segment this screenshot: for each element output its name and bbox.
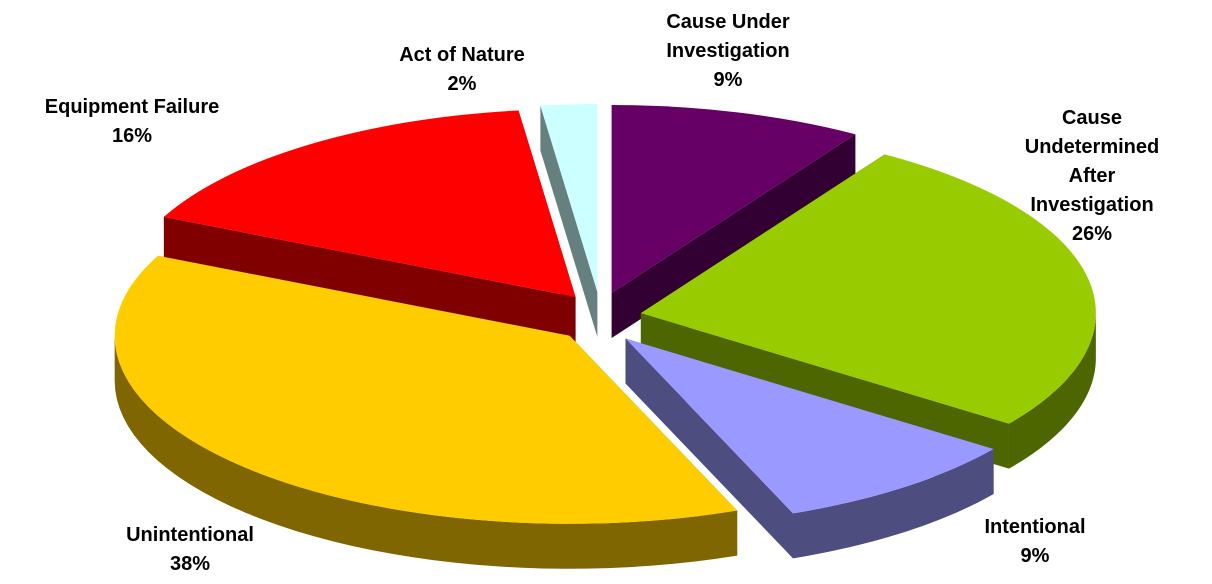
- slice: [114, 255, 738, 569]
- slice-side: [625, 338, 793, 559]
- value-label: 38%: [169, 553, 211, 575]
- slice: [540, 104, 598, 338]
- slice-top: [540, 104, 598, 293]
- slice: [625, 338, 994, 559]
- slice-side: [1008, 313, 1096, 469]
- slice-side: [792, 449, 994, 559]
- slice-label: Unintentional 38%: [126, 521, 254, 579]
- value-label: 16%: [111, 125, 153, 147]
- slice-label: Intentional 9%: [984, 513, 1085, 571]
- value-label: 26%: [1071, 223, 1113, 245]
- slice-side: [114, 335, 738, 569]
- slice-label: Act of Nature 2%: [399, 41, 525, 99]
- slice-top: [625, 338, 994, 514]
- slice-label: Cause Under Investigation 9%: [666, 8, 789, 95]
- slice-top: [114, 255, 738, 524]
- slice-side: [611, 134, 856, 339]
- slice-side: [163, 216, 576, 342]
- slice-top: [640, 154, 1096, 424]
- value-label: 9%: [1020, 545, 1050, 567]
- slice-side: [540, 105, 598, 338]
- slice-top: [163, 110, 576, 297]
- category-name: Cause Undetermined After Investigation: [1024, 107, 1160, 216]
- slice-label: Cause Undetermined After Investigation 2…: [1025, 104, 1159, 249]
- slice-top: [611, 105, 856, 294]
- category-name: Act of Nature: [399, 44, 525, 66]
- slice: [611, 105, 856, 339]
- category-name: Unintentional: [126, 524, 254, 546]
- category-name: Intentional: [984, 516, 1086, 538]
- slice: [163, 110, 576, 342]
- slice-label: Equipment Failure 16%: [45, 93, 219, 151]
- category-name: Cause Under Investigation: [666, 11, 790, 62]
- value-label: 2%: [447, 73, 477, 95]
- value-label: 9%: [713, 69, 743, 91]
- category-name: Equipment Failure: [44, 96, 220, 118]
